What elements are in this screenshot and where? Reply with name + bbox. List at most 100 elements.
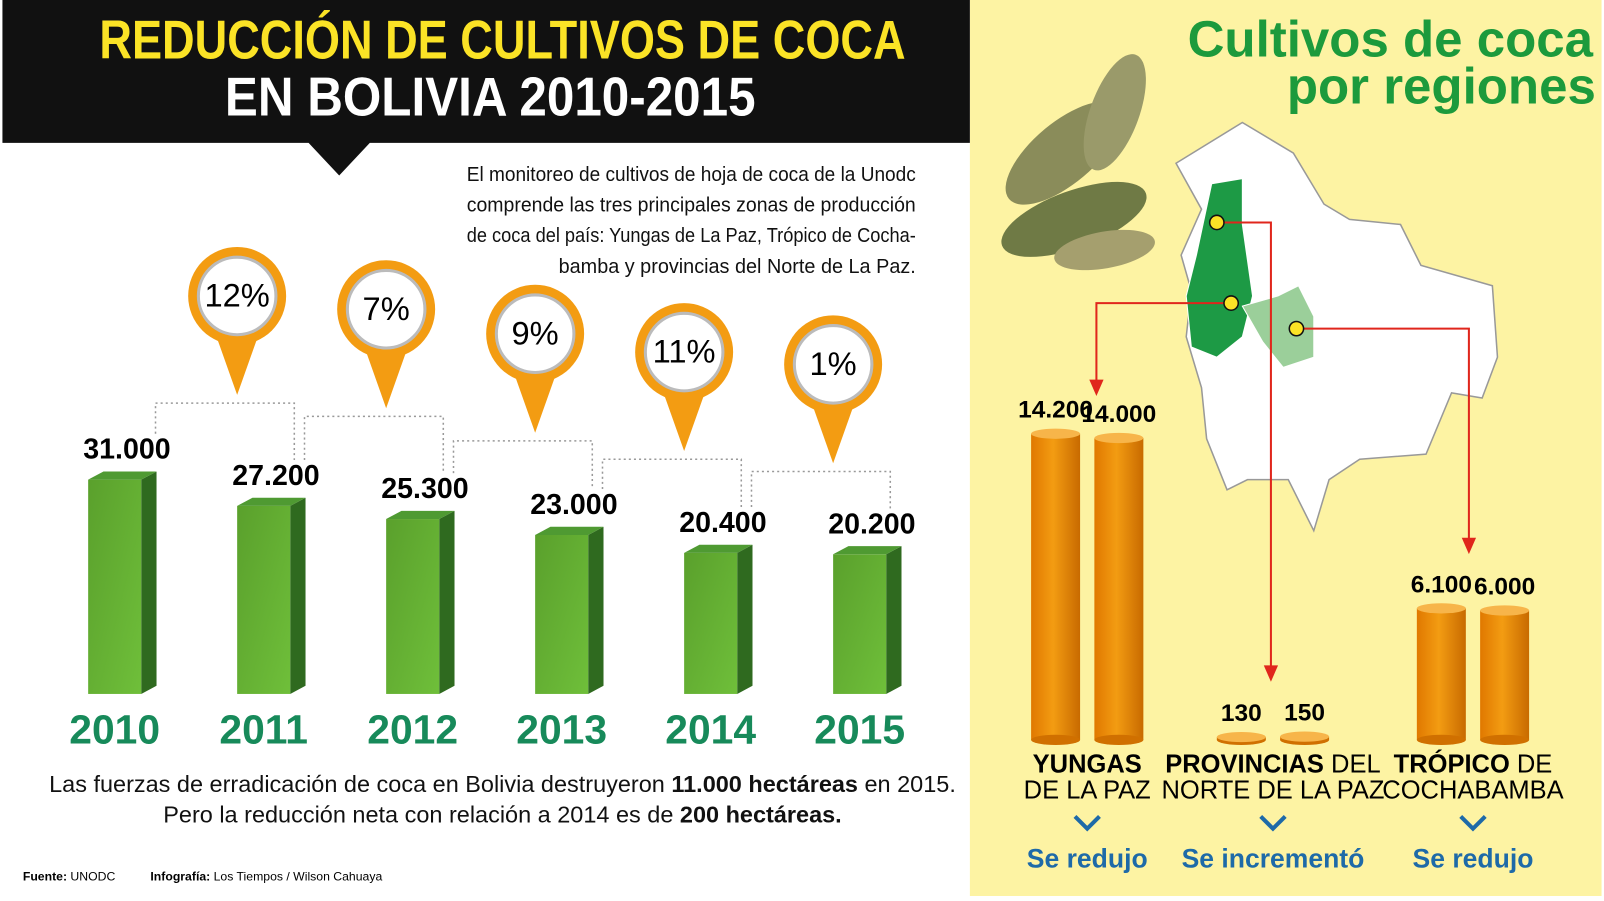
cylinder-top [1031, 428, 1081, 439]
cylinder-base [1031, 734, 1081, 745]
text: Los Tiempos / Wilson Cahuaya [214, 870, 383, 884]
cylinder-top [1480, 605, 1530, 616]
year-label: 2013 [516, 707, 607, 753]
text: 11.000 hectáreas [671, 771, 858, 797]
bolivia-map [1089, 121, 1499, 682]
year-label: 2014 [665, 707, 756, 753]
cylinder-base [1094, 734, 1144, 745]
pin-face [494, 293, 576, 375]
intro-line: bamba y provincias del Norte de La Paz. [559, 256, 916, 278]
chevron [1259, 814, 1287, 832]
cylinder-top [1216, 731, 1266, 743]
cylinder-base [1480, 734, 1530, 745]
bar-front [833, 554, 887, 694]
bar-side [439, 510, 455, 694]
cylinder [1216, 731, 1266, 745]
intro-line: comprende las tres principales zonas de … [467, 195, 916, 217]
year-label: 2012 [367, 707, 458, 753]
summary-line: Las fuerzas de erradicación de coca en B… [49, 771, 956, 797]
pin-face [643, 311, 725, 393]
cylinder-body [1094, 438, 1144, 740]
region-label: NORTE DE LA PAZ [1161, 777, 1384, 805]
value-label: 23.000 [530, 489, 617, 521]
region-label: TRÓPICO DE [1394, 748, 1553, 778]
change-pin [635, 303, 734, 452]
region-name: TRÓPICO [1394, 748, 1510, 778]
pin-tail [363, 344, 409, 409]
value-label: 130 [1221, 700, 1262, 727]
value-label: 20.200 [828, 508, 915, 540]
change-pin [784, 315, 883, 464]
cylinder-body [1416, 608, 1466, 740]
bar-front [386, 519, 440, 694]
cylinder [1480, 605, 1530, 745]
pin-tail [661, 387, 707, 452]
value-label: 14.000 [1081, 401, 1156, 428]
pin-tail [512, 369, 558, 433]
coca-leaves [1001, 54, 1155, 271]
bar-top [237, 497, 306, 506]
regions-title: Cultivos de coca [1188, 10, 1594, 67]
bar [535, 526, 604, 694]
year-label: 2010 [69, 707, 160, 753]
value-label: 31.000 [83, 434, 170, 466]
cylinder-top [1094, 432, 1144, 444]
bar [386, 510, 455, 694]
text: Infografía: [150, 870, 210, 884]
cylinder [1416, 603, 1466, 745]
bar-top [386, 510, 455, 520]
year-label: 2015 [814, 707, 905, 753]
pin-face [792, 324, 874, 405]
text: en 2015. [858, 771, 956, 797]
chevron [1073, 814, 1101, 832]
bar-side [886, 546, 902, 694]
bar-side [737, 544, 753, 694]
bar [88, 471, 157, 694]
region-name: PROVINCIAS [1165, 750, 1324, 778]
footer-source: Fuente: UNODC [23, 870, 116, 884]
bar [684, 544, 753, 694]
bar-top [88, 471, 157, 480]
value-label: 27.200 [232, 460, 319, 492]
region-name: DE [1510, 750, 1553, 778]
bar-side [290, 497, 306, 694]
bar-side [588, 526, 604, 694]
value-label: 6.000 [1474, 574, 1535, 601]
bar-front [88, 479, 142, 694]
connector [452, 440, 594, 490]
pin-face [345, 268, 427, 350]
connector [303, 415, 445, 474]
value-label: 20.400 [679, 507, 766, 539]
title-box [2, 0, 970, 176]
cylinder-body [1031, 433, 1081, 740]
year-label: 2011 [219, 707, 308, 753]
summary-line: Pero la reducción neta con relación a 20… [163, 802, 841, 828]
cylinder [1280, 731, 1330, 745]
text: UNODC [70, 870, 115, 884]
cylinder-body [1480, 610, 1530, 740]
pin-label: 7% [363, 290, 410, 327]
bar-front [237, 505, 291, 694]
status-label: Se redujo [1413, 843, 1534, 873]
cylinder-top [1416, 603, 1466, 614]
pin-tail [214, 331, 260, 395]
intro-line: El monitoreo de cultivos de hoja de coca… [467, 164, 916, 186]
cylinder-top [1280, 731, 1330, 742]
title-line2: EN BOLIVIA 2010-2015 [225, 66, 756, 128]
bar-front [535, 534, 589, 694]
region-label: YUNGAS [1033, 750, 1142, 778]
title-line1: REDUCCIÓN DE CULTIVOS DE COCA [99, 8, 905, 70]
bar [833, 546, 902, 694]
left-panel [2, 0, 970, 896]
region-name: DEL [1324, 750, 1381, 778]
cylinder [1094, 432, 1144, 745]
bar [237, 497, 306, 694]
pin-tail [810, 400, 856, 464]
status-label: Se redujo [1027, 843, 1148, 873]
bar-side [141, 471, 157, 694]
connector [154, 402, 296, 460]
bar-top [833, 546, 902, 555]
text: Pero la reducción neta con relación a 20… [163, 802, 680, 828]
